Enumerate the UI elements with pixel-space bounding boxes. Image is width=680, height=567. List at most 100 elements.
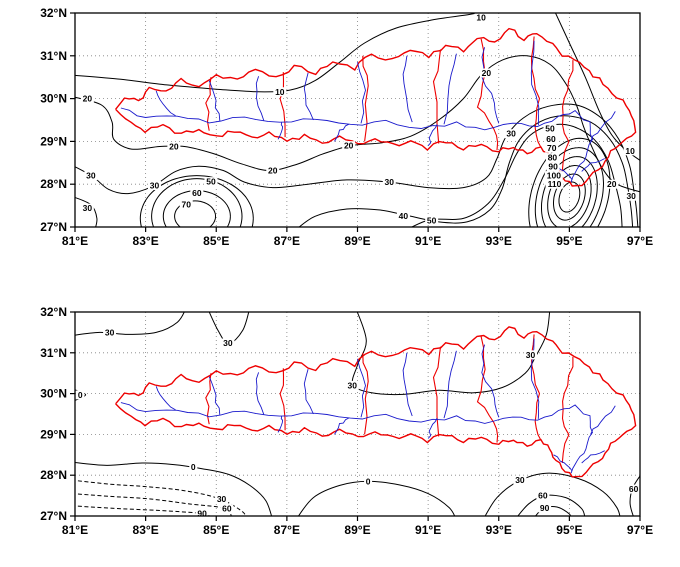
y-tick-label: 30°N — [40, 92, 67, 106]
y-tick-label: 30°N — [40, 387, 67, 401]
contour-label-bg — [545, 153, 559, 163]
contour-level-60 — [162, 190, 231, 227]
contour-label-bg — [544, 171, 563, 181]
sub-basin-divide — [561, 356, 574, 464]
contour-label: 60 — [222, 504, 232, 514]
contour-label: 80 — [548, 153, 558, 163]
contour-label-bg — [627, 484, 640, 494]
y-tick-label: 29°N — [40, 427, 67, 441]
river — [581, 450, 605, 464]
contour-label: 10 — [275, 87, 285, 97]
contour-label-bg — [195, 509, 209, 516]
contour-level-40 — [139, 175, 254, 227]
river — [443, 53, 457, 125]
axis-tick-labels: 81°E 83°E 85°E 87°E 89°E 91°E 93°E 95°E 97°E 32°N… — [40, 6, 653, 248]
contour-label: 30 — [223, 338, 233, 348]
contour-label: 60 — [538, 491, 548, 501]
contour-label: 70 — [182, 200, 192, 210]
contour-label: 30 — [385, 177, 395, 187]
contour-label: 20 — [83, 94, 93, 104]
river — [120, 107, 594, 183]
contour-label-bg — [543, 124, 557, 134]
contour-label-bg — [147, 180, 161, 190]
contour-label: 90 — [197, 509, 207, 519]
contour-label-bg — [524, 350, 538, 360]
river — [303, 72, 314, 121]
river — [155, 386, 176, 411]
contour-label-bg — [623, 146, 637, 156]
contour-label-bg — [342, 141, 356, 151]
contour-level-110 — [558, 181, 581, 213]
sub-basin-divide — [432, 49, 442, 144]
x-tick-label: 97°E — [627, 234, 653, 248]
x-tick-label: 81°E — [62, 523, 88, 537]
contour-label-bg — [504, 129, 518, 139]
contour-label-bg — [513, 475, 527, 485]
contour-label-bg — [364, 476, 373, 486]
sub-basin-divide — [279, 368, 286, 431]
contour-label: 30 — [515, 475, 525, 485]
contour-label: 30 — [506, 129, 516, 139]
river — [402, 352, 413, 417]
x-tick-label: 97°E — [627, 523, 653, 537]
contour-label: 100 — [547, 171, 561, 181]
x-tick-label: 81°E — [62, 234, 88, 248]
x-tick-label: 91°E — [415, 234, 441, 248]
y-tick-label: 31°N — [40, 49, 67, 63]
y-tick-label: 32°N — [40, 6, 67, 20]
y-tick-label: 28°N — [40, 177, 67, 191]
contour-level-0 — [297, 480, 456, 516]
river — [481, 344, 500, 418]
x-tick-label: 95°E — [556, 234, 582, 248]
axis-tick-labels: 81°E 83°E 85°E 87°E 89°E 91°E 93°E 95°E 97°E 32°N… — [40, 305, 653, 537]
river — [427, 417, 438, 439]
contour-label-bg — [605, 179, 619, 189]
contour-label: 60 — [192, 188, 202, 198]
river — [255, 372, 265, 415]
river — [208, 80, 221, 121]
basin-outline — [115, 27, 637, 187]
contour-label-bg — [382, 177, 396, 187]
contour-label: 30 — [150, 180, 160, 190]
contour-label-bg — [544, 134, 558, 144]
sub-basin-divide — [362, 55, 369, 142]
x-tick-label: 89°E — [344, 234, 370, 248]
river — [402, 55, 413, 123]
river — [303, 368, 314, 415]
contour-label: 20 — [169, 142, 179, 152]
contour-label: 30 — [217, 494, 227, 504]
sub-basin-divide — [432, 346, 442, 437]
contour-label-bg — [215, 494, 229, 504]
sub-basin-divide — [279, 72, 286, 138]
river — [581, 158, 605, 172]
contour-label-bg — [80, 94, 94, 104]
contour-label: 10 — [476, 12, 486, 22]
contour-label: 20 — [607, 179, 617, 189]
river — [155, 90, 176, 117]
basin-outline — [115, 326, 637, 478]
river — [334, 417, 349, 435]
contour-label-bg — [266, 166, 280, 176]
river — [277, 416, 284, 433]
contour-label: 0 — [366, 476, 371, 486]
x-tick-label: 87°E — [274, 234, 300, 248]
contour-label: 50 — [545, 124, 555, 134]
contour-level-90 — [75, 505, 211, 516]
contour-label: 20 — [482, 68, 492, 78]
contour-label-bg — [273, 87, 287, 97]
contour-level-70 — [174, 200, 216, 227]
axis-ticks — [70, 311, 641, 521]
contour-label-bg — [190, 188, 204, 198]
contour-label: 90 — [540, 503, 550, 513]
axis-ticks — [70, 12, 641, 232]
river — [334, 123, 349, 142]
contour-level-30 — [75, 196, 98, 227]
contour-label: 60 — [629, 484, 639, 494]
contour-label-bg — [545, 179, 564, 189]
river — [553, 454, 573, 472]
contour-label-bg — [167, 142, 181, 152]
sub-basin-divide — [205, 373, 212, 425]
contour-label-bg — [425, 216, 439, 226]
sub-basin-divide — [530, 36, 542, 149]
